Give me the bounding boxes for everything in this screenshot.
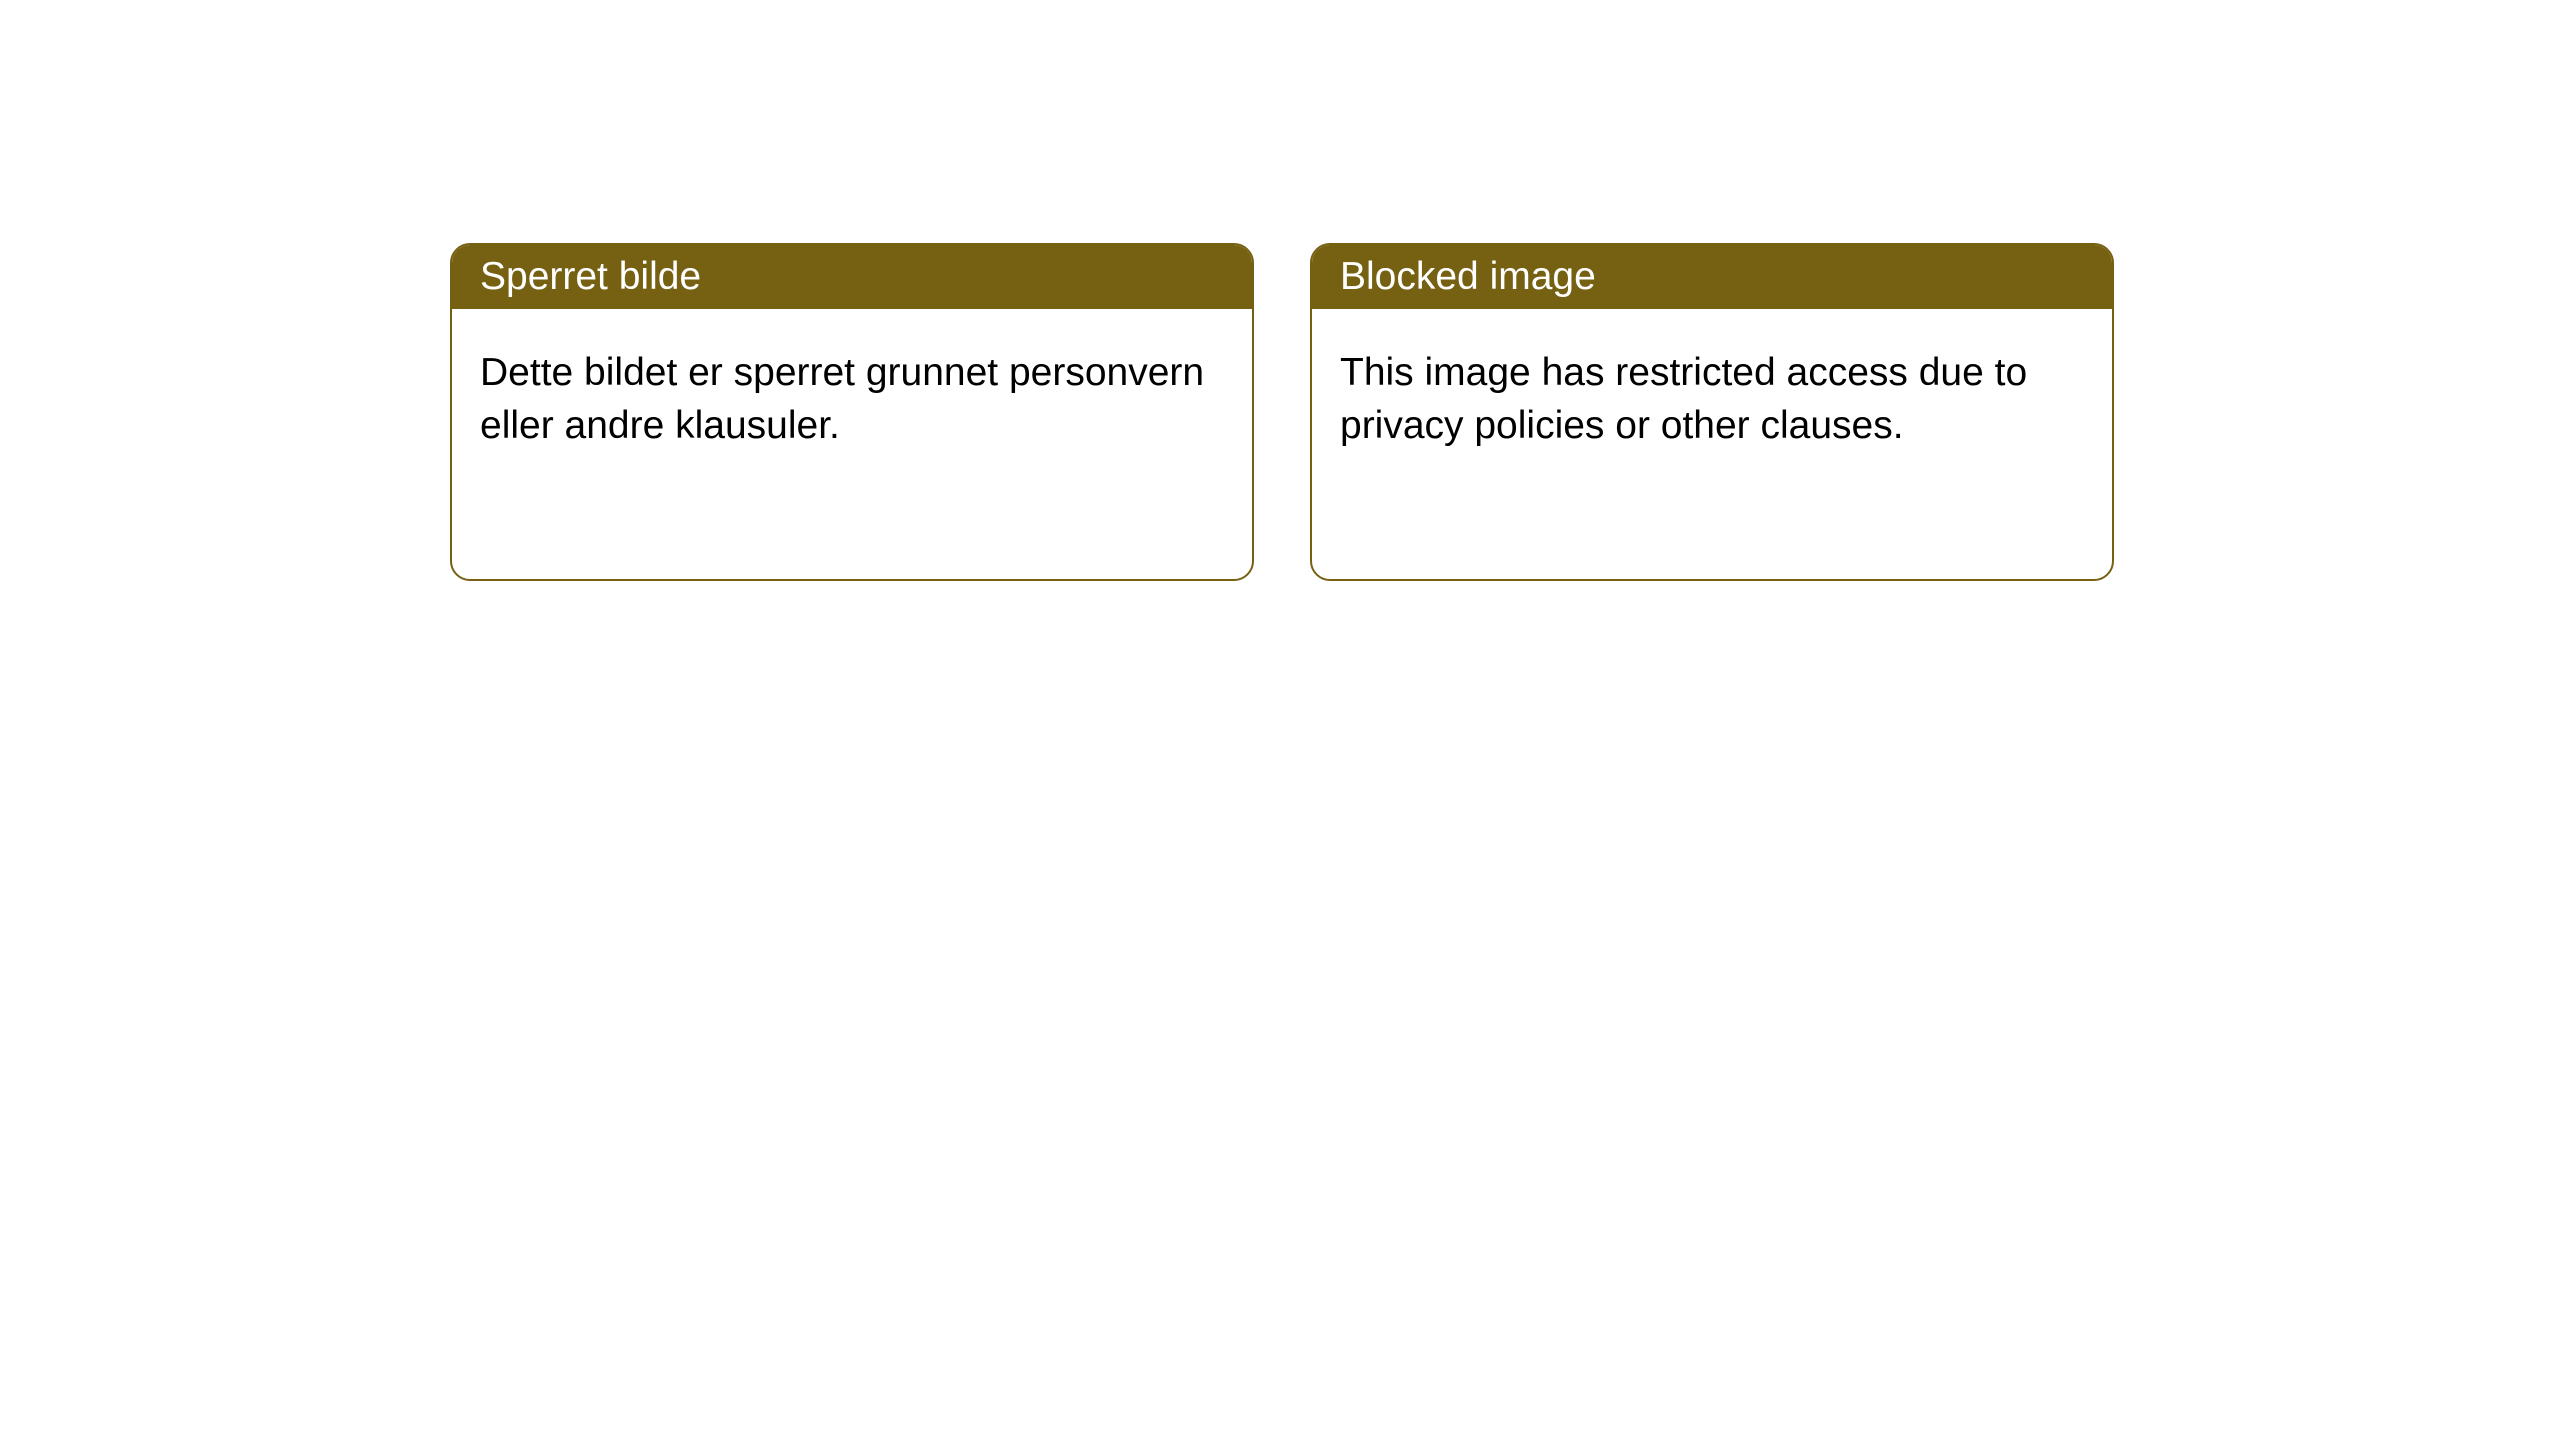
card-english: Blocked image This image has restricted …	[1310, 243, 2114, 581]
card-norwegian: Sperret bilde Dette bildet er sperret gr…	[450, 243, 1254, 581]
cards-container: Sperret bilde Dette bildet er sperret gr…	[0, 0, 2560, 581]
card-title-norwegian: Sperret bilde	[452, 245, 1252, 309]
card-body-english: This image has restricted access due to …	[1312, 309, 2112, 490]
card-title-english: Blocked image	[1312, 245, 2112, 309]
card-body-norwegian: Dette bildet er sperret grunnet personve…	[452, 309, 1252, 490]
